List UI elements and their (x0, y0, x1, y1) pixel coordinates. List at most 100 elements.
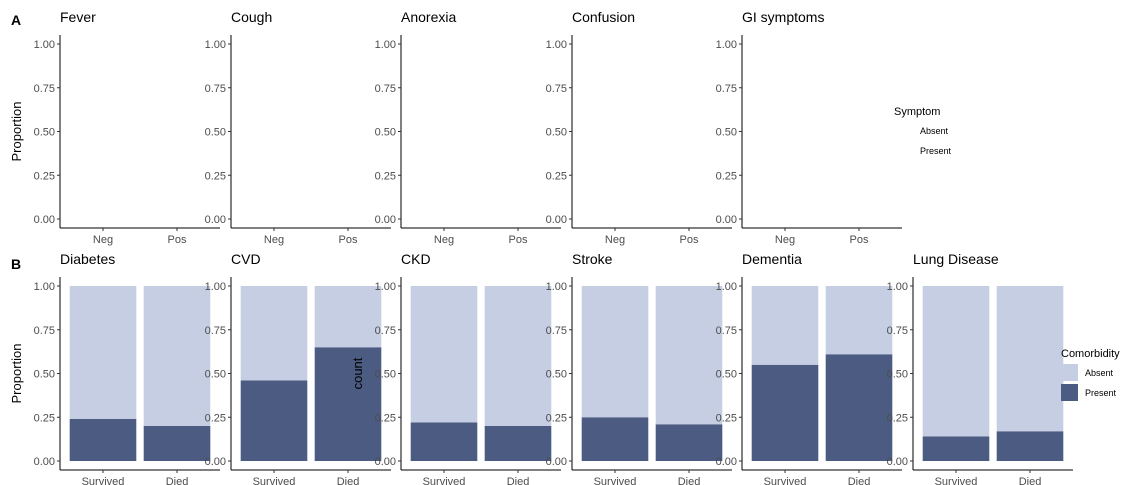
panel-title: Diabetes (60, 251, 115, 267)
bar-survived-absent (922, 286, 990, 437)
panel-gi-symptoms: GI symptoms 0.00 0.25 0.50 0.75 1.00 Neg Pos (716, 9, 902, 246)
bar-died-absent (484, 286, 552, 426)
bar-died-absent (314, 286, 382, 348)
bar-survived-absent (69, 286, 137, 419)
y-tick-label: 0.75 (546, 325, 567, 337)
legend-comorbidity: Comorbidity Absent Present (1061, 348, 1120, 401)
y-tick-label: 0.75 (205, 83, 226, 95)
panel-title: Anorexia (401, 9, 456, 25)
bar-died-present (996, 431, 1064, 461)
y-tick-label: 0.50 (375, 369, 396, 381)
x-tick-label: Neg (93, 234, 113, 246)
panel-dementia: Dementia 0.00 0.25 0.50 0.75 1.00 Survived Died (716, 251, 902, 485)
y-tick-label: 0.25 (887, 412, 908, 424)
x-tick-label: Died (507, 476, 530, 485)
bar-survived-present (751, 364, 819, 461)
x-tick-label: Neg (775, 234, 795, 246)
legend-symptom: Symptom Absent Present (894, 106, 952, 156)
panel-title: Confusion (572, 9, 635, 25)
y-tick-label: 0.00 (716, 456, 737, 468)
x-tick-label: Pos (850, 234, 869, 246)
x-tick-label: Pos (509, 234, 528, 246)
y-tick-label: 0.25 (34, 412, 55, 424)
y-tick-label: 0.00 (34, 214, 55, 226)
y-tick-label: 0.00 (546, 214, 567, 226)
y-tick-label: 0.25 (205, 170, 226, 182)
bar-survived-present (240, 380, 308, 461)
panel-fever: Fever 0.00 0.25 0.50 0.75 1.00 Neg Pos Proportio… (9, 9, 220, 246)
x-tick-label: Died (848, 476, 871, 485)
bar-survived-present (581, 417, 649, 461)
panel-title: Cough (231, 9, 272, 25)
y-axis-label: Proportion (9, 102, 24, 162)
y-tick-label: 1.00 (34, 281, 55, 293)
y-tick-label: 0.75 (34, 83, 55, 95)
panel-title: CKD (401, 251, 431, 267)
bar-died-absent (143, 286, 211, 426)
y-tick-label: 0.50 (716, 127, 737, 139)
x-tick-label: Pos (168, 234, 187, 246)
x-tick-label: Died (337, 476, 360, 485)
y-tick-label: 0.75 (716, 83, 737, 95)
bar-died-present (314, 347, 382, 461)
bar-died-absent (655, 286, 723, 425)
panels-group: Fever 0.00 0.25 0.50 0.75 1.00 Neg Pos Proportio… (9, 9, 1073, 485)
y-tick-label: 0.50 (205, 127, 226, 139)
panel-ckd: CKD 0.00 0.25 0.50 0.75 1.00 Survived Died count (350, 251, 561, 485)
bar-died-present (484, 426, 552, 461)
y-tick-label: 0.75 (375, 325, 396, 337)
y-tick-label: 0.25 (375, 170, 396, 182)
panel-cvd: CVD 0.00 0.25 0.50 0.75 1.00 Survived Died (205, 251, 391, 485)
y-tick-label: 0.00 (375, 456, 396, 468)
legend-symptom-item-absent: Absent (920, 126, 949, 136)
y-tick-label: 1.00 (716, 39, 737, 51)
y-tick-label: 0.00 (205, 456, 226, 468)
y-tick-label: 0.00 (716, 214, 737, 226)
y-tick-label: 1.00 (205, 281, 226, 293)
x-tick-label: Pos (680, 234, 699, 246)
y-tick-label: 1.00 (887, 281, 908, 293)
legend-comorbidity-swatch-present (1061, 384, 1078, 401)
y-tick-label: 0.25 (716, 170, 737, 182)
legend-comorbidity-item-absent: Absent (1085, 368, 1114, 378)
y-tick-label: 0.50 (205, 369, 226, 381)
y-tick-label: 0.75 (375, 83, 396, 95)
bar-died-absent (996, 286, 1064, 432)
x-tick-label: Survived (764, 476, 807, 485)
y-tick-label: 1.00 (205, 39, 226, 51)
panel-tag-a: A (11, 12, 21, 28)
x-tick-label: Survived (935, 476, 978, 485)
panel-title: Stroke (572, 251, 613, 267)
legend-symptom-title: Symptom (894, 106, 940, 118)
y-axis-label: count (350, 357, 365, 389)
y-tick-label: 0.50 (34, 369, 55, 381)
panel-confusion: Confusion 0.00 0.25 0.50 0.75 1.00 Neg Pos (546, 9, 732, 246)
panel-stroke: Stroke 0.00 0.25 0.50 0.75 1.00 Survived Died (546, 251, 732, 485)
legend-comorbidity-swatch-absent (1061, 364, 1078, 381)
y-tick-label: 0.00 (205, 214, 226, 226)
bar-survived-absent (240, 286, 308, 381)
bar-died-present (825, 354, 893, 461)
x-tick-label: Pos (339, 234, 358, 246)
x-tick-label: Survived (423, 476, 466, 485)
y-tick-label: 0.00 (375, 214, 396, 226)
y-tick-label: 1.00 (375, 281, 396, 293)
y-tick-label: 1.00 (34, 39, 55, 51)
legend-symptom-item-present: Present (920, 146, 952, 156)
panel-title: Dementia (742, 251, 802, 267)
panel-title: Fever (60, 9, 96, 25)
x-tick-label: Survived (253, 476, 296, 485)
panel-title: CVD (231, 251, 261, 267)
legend-comorbidity-item-present: Present (1085, 388, 1117, 398)
panel-diabetes: Diabetes 0.00 0.25 0.50 0.75 1.00 Survived Died… (9, 251, 220, 485)
y-tick-label: 0.00 (887, 456, 908, 468)
y-tick-label: 0.00 (546, 456, 567, 468)
y-tick-label: 0.50 (34, 127, 55, 139)
panel-lung-disease: Lung Disease 0.00 0.25 0.50 0.75 1.00 Survived… (887, 251, 1073, 485)
y-tick-label: 1.00 (716, 281, 737, 293)
y-tick-label: 0.75 (205, 325, 226, 337)
x-tick-label: Survived (82, 476, 125, 485)
bar-survived-absent (581, 286, 649, 418)
panel-tag-b: B (11, 256, 21, 272)
